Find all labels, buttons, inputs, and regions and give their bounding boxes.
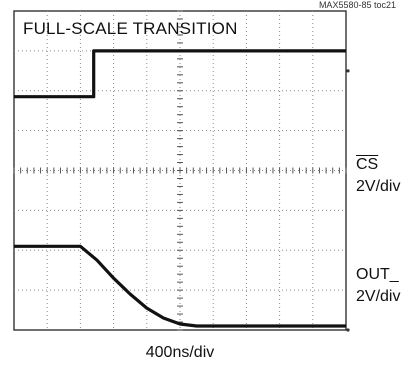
out-channel-label: OUT_ 2V/div [356, 264, 400, 308]
out-series-name: OUT_ [356, 266, 399, 283]
cs-series-name: CS [356, 156, 379, 173]
cs-channel-label: CS 2V/div [356, 154, 400, 198]
figure-id: MAX5580-85 toc21 [318, 0, 396, 10]
chart-title: FULL-SCALE TRANSITION [23, 19, 238, 38]
out-scale-label: 2V/div [356, 288, 401, 305]
cs-scale-label: 2V/div [356, 178, 401, 195]
out-trace [14, 244, 346, 328]
out-marker-icon [346, 328, 350, 332]
cs-trace [14, 49, 346, 99]
x-axis-label: 400ns/div [145, 344, 215, 361]
traces [14, 49, 350, 332]
graticule [13, 10, 347, 331]
cs-marker-icon [346, 69, 350, 73]
